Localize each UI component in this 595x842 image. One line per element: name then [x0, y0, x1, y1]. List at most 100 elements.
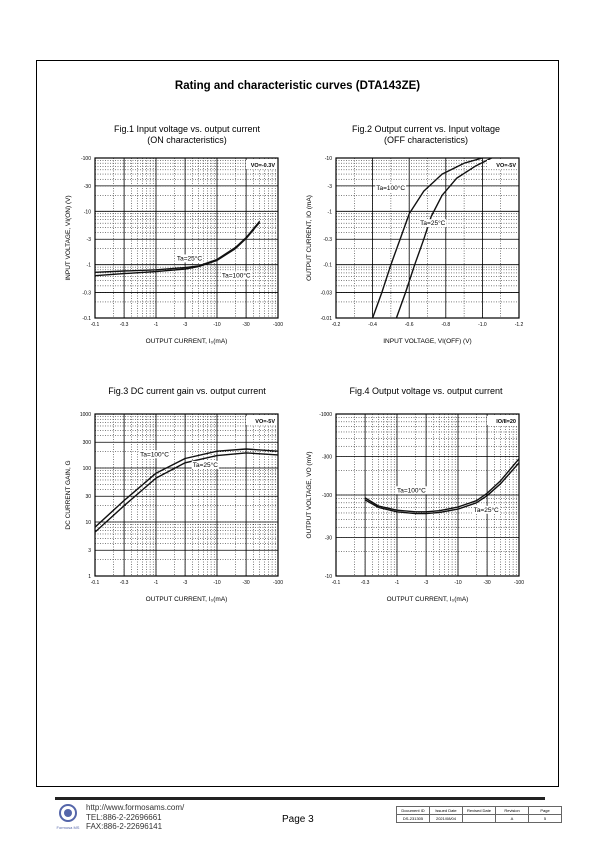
doc-table-value [462, 814, 496, 823]
x-tick-label: -10 [213, 322, 220, 328]
series-line [395, 157, 492, 319]
series-line [371, 157, 483, 319]
condition-label: VO=-5V [496, 163, 516, 169]
condition-label: VO=-0.3V [251, 163, 276, 169]
x-axis-label: OUTPUT CURRENT, I₀(mA) [146, 338, 228, 345]
footer-tel: TEL:886-2-22696661 [86, 813, 162, 822]
x-tick-label: -1 [154, 580, 159, 586]
y-tick-label: -0.01 [321, 316, 333, 322]
series-annotation: Ta=100°C [222, 271, 251, 279]
x-tick-label: -3 [183, 580, 188, 586]
series-annotation: Ta=25°C [420, 219, 445, 227]
y-tick-label: -100 [322, 493, 332, 499]
doc-table-header-row: Document ID Issued Date Revised Date Rev… [396, 806, 562, 815]
fig3-title-line1: Fig.3 DC current gain vs. output current [108, 386, 266, 396]
series-annotation: Ta=100°C [140, 450, 169, 458]
x-axis-label: OUTPUT CURRENT, I₀(mA) [387, 596, 469, 603]
x-tick-label: -1.0 [478, 322, 487, 328]
fig4-title-line1: Fig.4 Output voltage vs. output current [349, 386, 503, 396]
footer-divider [55, 797, 545, 800]
doc-table-header: Issued Date [429, 806, 463, 815]
x-tick-label: -0.1 [91, 322, 100, 328]
fig1-title: Fig.1 Input voltage vs. output current (… [67, 124, 307, 146]
doc-table-value: DS-231305 [396, 814, 430, 823]
y-tick-label: 100 [83, 466, 92, 472]
annotation-bg [375, 184, 407, 193]
x-tick-label: -10 [213, 580, 220, 586]
y-tick-label: -0.1 [82, 316, 91, 322]
y-tick-label: -10 [325, 156, 332, 162]
x-tick-label: -0.1 [91, 580, 100, 586]
footer-url[interactable]: http://www.formosams.com/ [86, 803, 185, 812]
y-tick-label: 3 [88, 548, 91, 554]
condition-label: IO/II=20 [496, 419, 516, 425]
annotation-bg [220, 271, 252, 280]
x-tick-label: -0.3 [120, 580, 129, 586]
condition-label-bg [487, 416, 517, 425]
doc-table-value: 5 [528, 814, 562, 823]
y-axis-label: DC CURRENT GAIN, G [65, 460, 72, 529]
annotation-bg [139, 450, 170, 459]
annotation-bg [175, 254, 204, 263]
x-tick-label: -1 [154, 322, 159, 328]
x-tick-label: -0.8 [441, 322, 450, 328]
x-tick-label: -100 [273, 322, 283, 328]
fig2-title-line1: Fig.2 Output current vs. Input voltage [351, 124, 501, 134]
doc-table-header: Document ID [396, 806, 430, 815]
y-tick-label: 1 [88, 574, 91, 580]
plot-frame [335, 413, 520, 577]
y-tick-label: -0.1 [323, 263, 332, 269]
x-tick-label: -0.6 [405, 322, 414, 328]
x-tick-label: -3 [183, 322, 188, 328]
x-axis-label: OUTPUT CURRENT, I₀(mA) [146, 596, 228, 603]
x-axis-label: INPUT VOLTAGE, VI(OFF) (V) [383, 338, 471, 345]
series-annotation: Ta=100°C [376, 184, 405, 192]
x-tick-label: -1.2 [515, 322, 524, 328]
x-tick-label: -0.1 [332, 580, 341, 586]
annotation-bg [472, 505, 500, 514]
x-tick-label: -0.3 [361, 580, 370, 586]
y-tick-label: 10 [85, 520, 91, 526]
fig1-title-line1: Fig.1 Input voltage vs. output current [113, 124, 261, 134]
plot-frame [94, 413, 279, 577]
condition-label-bg [246, 416, 276, 425]
y-tick-label: -30 [325, 535, 332, 541]
y-tick-label: -300 [322, 454, 332, 460]
series-line [94, 221, 261, 277]
x-tick-label: -0.4 [368, 322, 377, 328]
fig3-title: Fig.3 DC current gain vs. output current [67, 386, 307, 397]
x-tick-label: -100 [273, 580, 283, 586]
logo-text: Formosa MS [57, 825, 80, 830]
y-tick-label: -10 [84, 209, 91, 215]
fig1-title-line2: (ON characteristics) [147, 135, 227, 145]
x-tick-label: -10 [454, 580, 461, 586]
y-tick-label: -100 [81, 156, 91, 162]
y-tick-label: -30 [84, 184, 91, 190]
y-tick-label: -1000 [319, 412, 332, 418]
y-tick-label: -1 [87, 263, 92, 269]
x-tick-label: -1 [395, 580, 400, 586]
doc-table-header: Revision [495, 806, 529, 815]
y-axis-label: INPUT VOLTAGE, VI(ON) (V) [65, 195, 72, 280]
doc-table-header: Page [528, 806, 562, 815]
y-tick-label: 1000 [80, 412, 91, 418]
y-tick-label: -0.03 [321, 291, 333, 297]
x-tick-label: -0.2 [332, 322, 341, 328]
x-tick-label: -100 [514, 580, 524, 586]
page-frame [36, 60, 559, 787]
series-line [94, 452, 279, 533]
y-tick-label: -0.3 [323, 237, 332, 243]
fig2-title: Fig.2 Output current vs. Input voltage (… [306, 124, 546, 146]
x-tick-label: -30 [242, 322, 249, 328]
doc-table-value: 2021/08/04 [429, 814, 463, 823]
doc-table-header: Revised Date [462, 806, 496, 815]
condition-label-bg [246, 160, 276, 169]
series-annotation: Ta=100°C [397, 486, 426, 494]
y-tick-label: -1 [328, 209, 333, 215]
fig4-title: Fig.4 Output voltage vs. output current [306, 386, 546, 397]
page-number: Page 3 [282, 814, 314, 825]
